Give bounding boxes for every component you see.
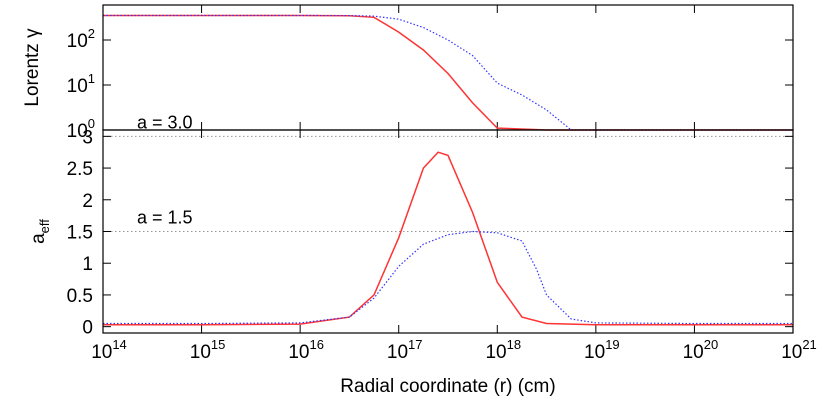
y-tick-label: 1: [82, 254, 93, 275]
plot-frame: [102, 4, 794, 131]
plot-frame: [102, 129, 794, 334]
y-tick-exponent: 2: [88, 26, 95, 41]
data-line: [103, 151, 793, 326]
x-tick-exponent: 20: [704, 337, 718, 352]
annotation: a = 3.0: [137, 112, 193, 132]
y-tick-label: 3: [82, 127, 93, 148]
y-tick-label: 0: [82, 318, 93, 339]
x-tick-exponent: 15: [211, 337, 225, 352]
data-line: [103, 14, 793, 131]
y-tick-base: 10: [67, 121, 88, 142]
x-tick-label: 1021: [781, 337, 817, 363]
y-axis-label-text: a: [28, 233, 49, 244]
y-tick-label: 101: [67, 71, 95, 97]
x-tick-base: 10: [683, 342, 704, 363]
y-axis-label-text: Lorentz γ: [22, 28, 43, 107]
x-tick-label: 1014: [91, 337, 127, 363]
x-tick-exponent: 18: [507, 337, 521, 352]
y-axis-label-sub: eff: [37, 219, 52, 234]
y-tick-base: 10: [67, 31, 88, 52]
y-tick-label: 102: [67, 26, 95, 52]
x-tick-label: 1016: [288, 337, 324, 363]
x-tick-label: 1015: [190, 337, 226, 363]
y-tick-base: 10: [67, 76, 88, 97]
y-tick-label: 100: [67, 116, 95, 142]
x-tick-base: 10: [485, 342, 506, 363]
y-tick-label: 2.5: [67, 159, 93, 180]
data-line: [103, 230, 793, 325]
y-tick-label: 0.5: [67, 286, 93, 307]
y-axis-label: aeff: [28, 219, 52, 244]
x-tick-exponent: 19: [605, 337, 619, 352]
y-tick-label: 2: [82, 191, 93, 212]
x-tick-exponent: 21: [802, 337, 816, 352]
x-tick-label: 1018: [485, 337, 521, 363]
x-axis-label: Radial coordinate (r) (cm): [340, 376, 555, 397]
x-tick-exponent: 14: [112, 337, 126, 352]
x-tick-label: 1019: [584, 337, 620, 363]
x-tick-base: 10: [781, 342, 802, 363]
x-tick-base: 10: [91, 342, 112, 363]
y-tick-label: 1.5: [67, 223, 93, 244]
x-tick-base: 10: [387, 342, 408, 363]
x-tick-exponent: 17: [408, 337, 422, 352]
x-tick-base: 10: [190, 342, 211, 363]
x-tick-exponent: 16: [309, 337, 323, 352]
y-tick-exponent: 0: [88, 116, 95, 131]
y-tick-exponent: 1: [88, 71, 95, 86]
x-tick-base: 10: [288, 342, 309, 363]
x-tick-base: 10: [584, 342, 605, 363]
x-tick-label: 1020: [683, 337, 719, 363]
annotation: a = 1.5: [137, 208, 193, 228]
y-axis-label: Lorentz γ: [22, 28, 43, 107]
x-tick-label: 1017: [387, 337, 423, 363]
